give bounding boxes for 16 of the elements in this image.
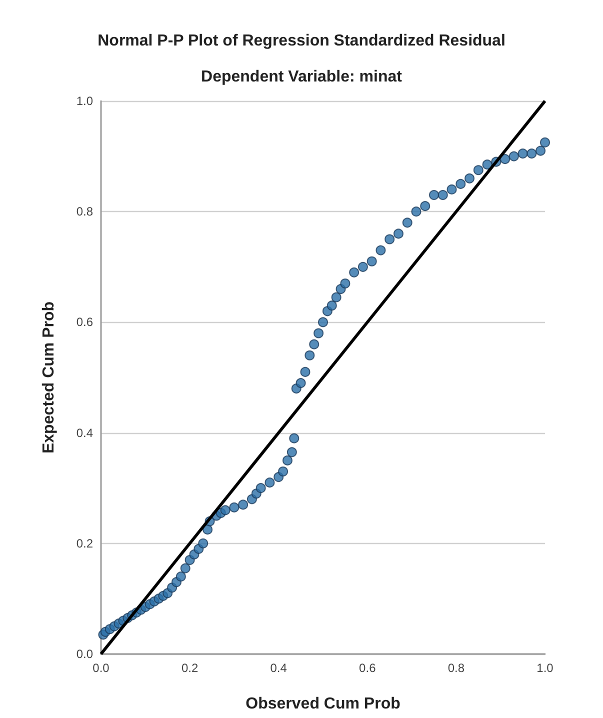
- x-tick-label: 0.0: [92, 661, 110, 675]
- y-tick-label: 0.0: [76, 647, 94, 661]
- x-tick-label: 0.8: [448, 661, 465, 675]
- y-tick-label: 0.2: [76, 536, 94, 550]
- x-tick-label: 0.6: [359, 661, 376, 675]
- y-axis-title: Expected Cum Prob: [40, 301, 58, 454]
- chart-subtitle: Dependent Variable: minat: [201, 68, 403, 86]
- chart-title: Normal P-P Plot of Regression Standardized Residual: [98, 32, 506, 50]
- x-tick-label: 1.0: [536, 661, 554, 675]
- y-tick-label: 0.4: [76, 426, 94, 440]
- y-tick-label: 1.0: [76, 94, 94, 108]
- x-tick-label: 0.2: [181, 661, 198, 675]
- x-tick-label: 0.4: [270, 661, 288, 675]
- x-axis-title: Observed Cum Prob: [246, 696, 401, 712]
- y-tick-label: 0.8: [76, 204, 94, 219]
- y-tick-label: 0.6: [76, 315, 94, 330]
